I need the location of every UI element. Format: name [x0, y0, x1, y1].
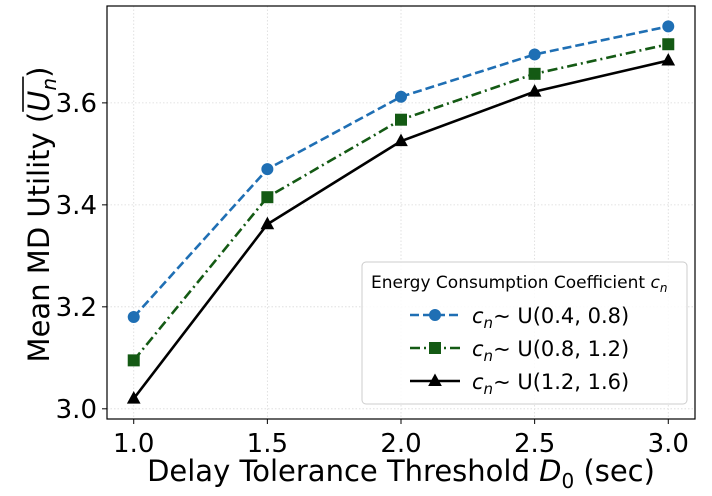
legend-label: cn∼ U(1.2, 1.6) [472, 370, 629, 398]
data-point [261, 191, 274, 204]
y-axis-title-sub: n [37, 78, 61, 91]
legend-swatch-marker [429, 309, 441, 321]
data-point [662, 20, 675, 33]
legend-title-sub: n [660, 281, 668, 295]
x-axis-title-tail: (sec) [574, 454, 655, 488]
legend-swatch-marker [428, 373, 442, 386]
legend: Energy Consumption Coefficient cn cn∼ U(… [361, 261, 688, 405]
y-tick-label: 3.6 [56, 89, 97, 119]
x-tick-label: 1.0 [113, 429, 154, 459]
data-point [261, 163, 274, 176]
data-point [260, 216, 275, 230]
series-layer [126, 20, 676, 404]
y-axis-title-main: Mean MD Utility ( [22, 112, 56, 363]
legend-entries: cn∼ U(0.4, 0.8) cn∼ U(0.8, 1.2) cn∼ U(1.2,… [410, 304, 629, 398]
legend-entry-3: cn∼ U(1.2, 1.6) [410, 370, 629, 398]
legend-entry-1: cn∼ U(0.4, 0.8) [410, 304, 629, 332]
y-tick-label: 3.0 [56, 395, 97, 425]
legend-label: cn∼ U(0.8, 1.2) [472, 337, 629, 365]
data-point [528, 67, 541, 80]
legend-entry-2: cn∼ U(0.8, 1.2) [410, 337, 629, 365]
data-point [127, 311, 140, 324]
y-axis-title: Mean MD Utility (Un) [22, 67, 61, 363]
y-axis-title-tail: ) [22, 67, 56, 78]
y-tick-label: 3.4 [56, 191, 97, 221]
series-1 [127, 20, 675, 324]
legend-box [361, 261, 688, 405]
series-3 [126, 53, 676, 404]
data-point [395, 90, 407, 103]
x-axis-title-main: Delay Tolerance Threshold [147, 454, 539, 488]
x-tick-label: 2.5 [514, 429, 555, 459]
data-point [662, 38, 675, 51]
y-axis-title-group: Mean MD Utility (Un) [22, 67, 61, 363]
data-point [661, 53, 676, 66]
ticks: 1.0 1.5 2.0 2.5 3.0 3.0 3.2 3.4 3.6 [56, 89, 689, 459]
legend-label: cn∼ U(0.4, 0.8) [472, 304, 629, 332]
y-axis-title-var: U [22, 91, 56, 112]
x-axis-title: Delay Tolerance Threshold D0 (sec) [147, 454, 655, 493]
x-axis-title-var: D [539, 454, 561, 488]
x-tick-label: 3.0 [648, 429, 689, 459]
data-point [528, 48, 541, 61]
legend-title: Energy Consumption Coefficient cn [371, 273, 667, 295]
x-axis-title-sub: 0 [561, 469, 574, 493]
x-tick-label: 1.5 [247, 429, 288, 459]
x-tick-label: 2.0 [380, 429, 421, 459]
data-point [127, 354, 140, 367]
legend-title-var: c [650, 273, 660, 293]
data-point [395, 113, 407, 126]
data-point [126, 391, 141, 404]
data-point [394, 133, 408, 147]
y-tick-label: 3.2 [56, 293, 97, 323]
data-point [527, 84, 542, 97]
legend-title-main: Energy Consumption Coefficient [371, 273, 650, 293]
legend-swatch-marker [429, 342, 441, 354]
series-2 [127, 38, 675, 367]
